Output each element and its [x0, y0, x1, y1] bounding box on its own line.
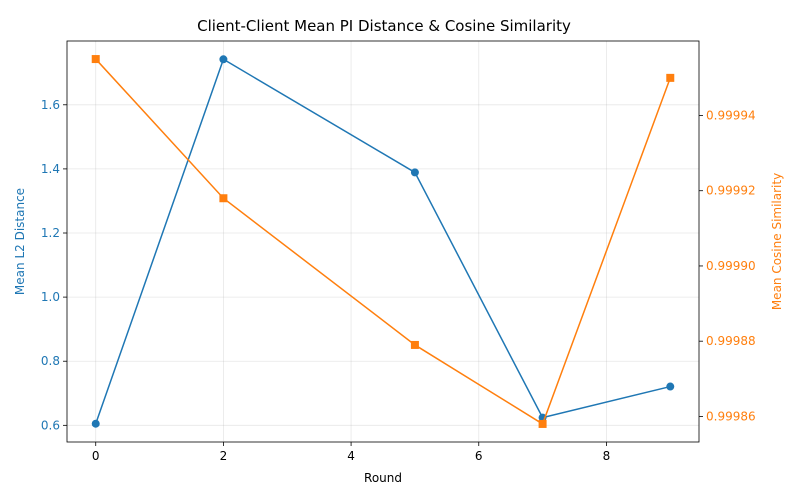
x-tick-label: 2 [220, 449, 228, 463]
right-y-tick-label: 0.99986 [706, 409, 756, 423]
x-tick-label: 4 [347, 449, 355, 463]
right-y-tick-label: 0.99992 [706, 184, 756, 198]
grid [67, 41, 699, 442]
right-y-tick-label: 0.99994 [706, 108, 756, 122]
left-y-axis-label: Mean L2 Distance [13, 188, 27, 295]
data-point-circle [91, 419, 100, 428]
x-tick-label: 0 [92, 449, 100, 463]
right-y-tick-label: 0.99988 [706, 334, 756, 348]
x-axis-label: Round [364, 471, 402, 485]
series-line-right [95, 58, 671, 426]
plot-frame [66, 40, 700, 443]
x-tick-label: 8 [603, 449, 611, 463]
left-y-tick-label: 0.8 [41, 354, 60, 368]
right-y-tick-label: 0.99990 [706, 259, 756, 273]
chart-title: Client-Client Mean PI Distance & Cosine … [197, 17, 571, 35]
data-point-square [219, 194, 228, 203]
data-point-circle [666, 382, 675, 391]
right-y-axis-label: Mean Cosine Similarity [770, 173, 784, 310]
left-y-tick-label: 1.6 [41, 98, 60, 112]
x-tick-label: 6 [475, 449, 483, 463]
data-point-circle [410, 168, 419, 177]
data-point-square [666, 73, 675, 82]
series-line-left [95, 58, 671, 424]
data-point-circle [219, 55, 228, 64]
data-point-square [91, 55, 100, 64]
left-y-tick-label: 1.2 [41, 226, 60, 240]
axes: 0 2 4 6 8 0.6 0.8 1.0 1.2 1.4 1.6 0.99986 0.99988 0.9… [41, 98, 756, 463]
left-y-tick-label: 1.4 [41, 162, 60, 176]
data-point-square [410, 340, 419, 349]
series-layer [91, 55, 675, 428]
left-y-tick-label: 0.6 [41, 418, 60, 432]
data-point-square [538, 419, 547, 428]
left-y-tick-label: 1.0 [41, 290, 60, 304]
